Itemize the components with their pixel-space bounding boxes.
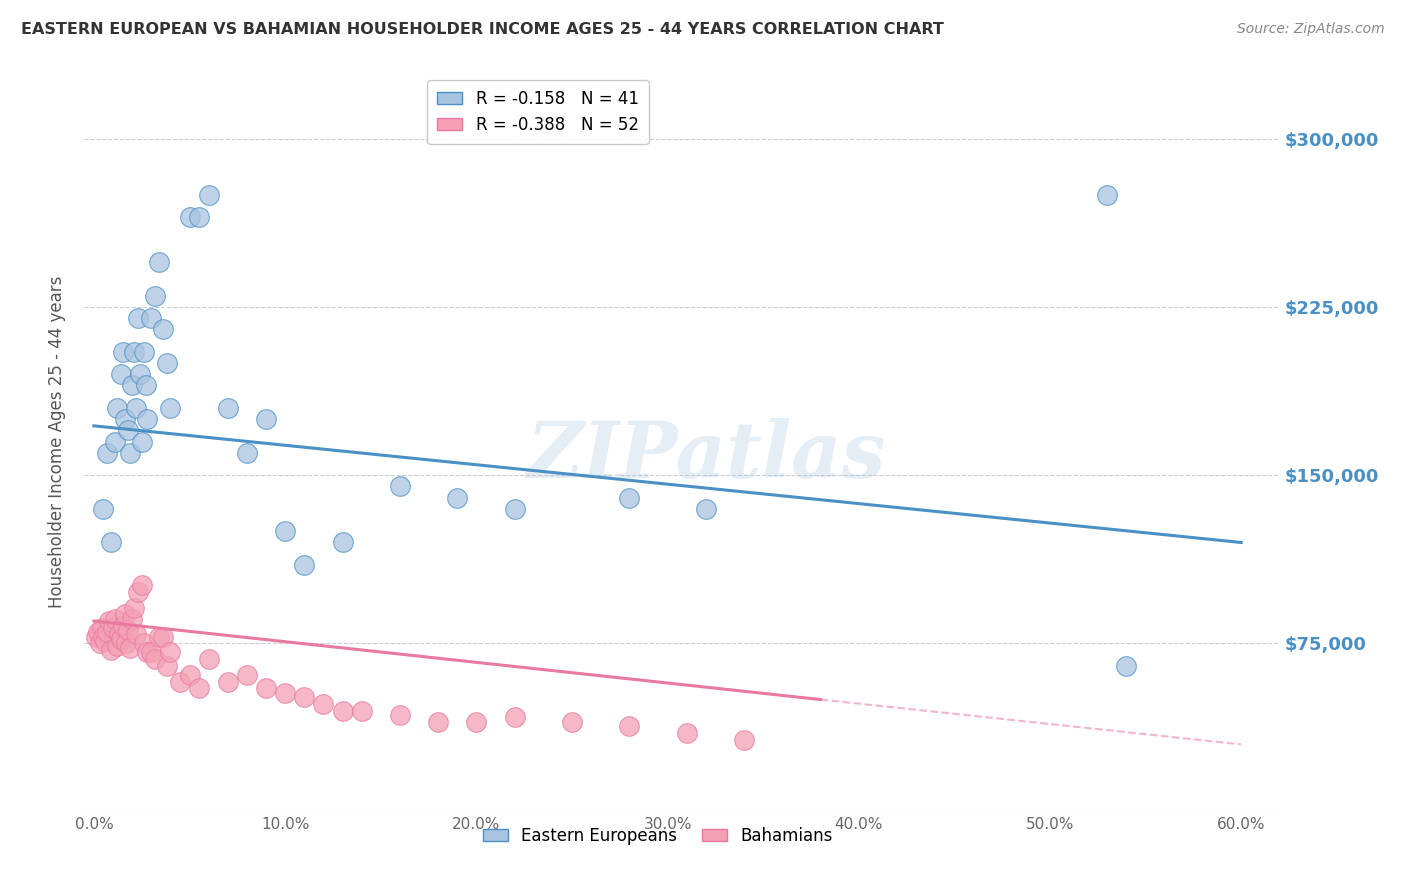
Point bbox=[695, 501, 717, 516]
Point bbox=[1097, 187, 1119, 202]
Point bbox=[136, 645, 159, 659]
Point bbox=[122, 344, 145, 359]
Point bbox=[274, 524, 297, 539]
Point bbox=[104, 612, 127, 626]
Point bbox=[236, 446, 259, 460]
Point bbox=[96, 446, 118, 460]
Point bbox=[159, 401, 181, 415]
Point bbox=[465, 714, 488, 729]
Point bbox=[152, 630, 174, 644]
Point bbox=[120, 640, 142, 655]
Point bbox=[105, 639, 128, 653]
Point bbox=[312, 697, 335, 711]
Point bbox=[169, 674, 191, 689]
Point bbox=[105, 401, 128, 415]
Point bbox=[87, 625, 110, 640]
Point bbox=[100, 643, 122, 657]
Text: EASTERN EUROPEAN VS BAHAMIAN HOUSEHOLDER INCOME AGES 25 - 44 YEARS CORRELATION C: EASTERN EUROPEAN VS BAHAMIAN HOUSEHOLDER… bbox=[21, 22, 943, 37]
Point bbox=[141, 645, 163, 659]
Point bbox=[197, 652, 219, 666]
Point bbox=[131, 578, 153, 592]
Point bbox=[292, 558, 315, 572]
Point bbox=[332, 704, 354, 718]
Point bbox=[84, 630, 107, 644]
Point bbox=[155, 356, 177, 370]
Point bbox=[115, 636, 138, 650]
Point bbox=[121, 378, 143, 392]
Point bbox=[120, 446, 142, 460]
Point bbox=[159, 645, 181, 659]
Point bbox=[148, 630, 170, 644]
Point bbox=[98, 614, 121, 628]
Point bbox=[90, 621, 112, 635]
Point bbox=[197, 187, 219, 202]
Point bbox=[125, 401, 148, 415]
Point bbox=[236, 668, 259, 682]
Point bbox=[143, 289, 166, 303]
Point bbox=[350, 704, 373, 718]
Point bbox=[89, 636, 111, 650]
Point bbox=[110, 368, 132, 382]
Point bbox=[427, 714, 450, 729]
Point bbox=[143, 652, 166, 666]
Point bbox=[292, 690, 315, 705]
Point bbox=[132, 344, 155, 359]
Point bbox=[503, 710, 526, 724]
Point bbox=[733, 733, 755, 747]
Point bbox=[114, 412, 136, 426]
Point bbox=[188, 681, 211, 696]
Point bbox=[619, 719, 641, 733]
Point bbox=[96, 625, 118, 640]
Point bbox=[93, 630, 115, 644]
Point bbox=[93, 501, 115, 516]
Point bbox=[217, 401, 239, 415]
Point bbox=[217, 674, 239, 689]
Point bbox=[127, 311, 149, 326]
Text: Source: ZipAtlas.com: Source: ZipAtlas.com bbox=[1237, 22, 1385, 37]
Point bbox=[125, 627, 148, 641]
Y-axis label: Householder Income Ages 25 - 44 years: Householder Income Ages 25 - 44 years bbox=[48, 276, 66, 607]
Point bbox=[122, 600, 145, 615]
Point bbox=[619, 491, 641, 505]
Point bbox=[121, 612, 143, 626]
Point bbox=[136, 412, 159, 426]
Point bbox=[274, 686, 297, 700]
Point bbox=[254, 412, 277, 426]
Point bbox=[503, 501, 526, 516]
Point bbox=[128, 368, 150, 382]
Point bbox=[111, 344, 134, 359]
Point bbox=[117, 623, 139, 637]
Point bbox=[179, 210, 201, 224]
Point bbox=[179, 668, 201, 682]
Point bbox=[152, 322, 174, 336]
Point bbox=[388, 479, 411, 493]
Point bbox=[332, 535, 354, 549]
Point bbox=[117, 423, 139, 437]
Point bbox=[1115, 659, 1137, 673]
Point bbox=[127, 585, 149, 599]
Point bbox=[148, 255, 170, 269]
Legend: Eastern Europeans, Bahamians: Eastern Europeans, Bahamians bbox=[477, 820, 839, 852]
Point bbox=[131, 434, 153, 449]
Point bbox=[111, 618, 134, 632]
Point bbox=[110, 632, 132, 646]
Point bbox=[675, 726, 697, 740]
Point bbox=[132, 636, 155, 650]
Point bbox=[141, 311, 163, 326]
Point bbox=[561, 714, 583, 729]
Point bbox=[446, 491, 468, 505]
Point bbox=[135, 378, 157, 392]
Point bbox=[114, 607, 136, 622]
Point bbox=[94, 634, 117, 648]
Point bbox=[155, 659, 177, 673]
Point bbox=[254, 681, 277, 696]
Point bbox=[188, 210, 211, 224]
Point bbox=[388, 708, 411, 723]
Point bbox=[104, 434, 127, 449]
Point bbox=[101, 621, 124, 635]
Point bbox=[107, 627, 129, 641]
Point bbox=[100, 535, 122, 549]
Text: ZIPatlas: ZIPatlas bbox=[526, 418, 886, 494]
